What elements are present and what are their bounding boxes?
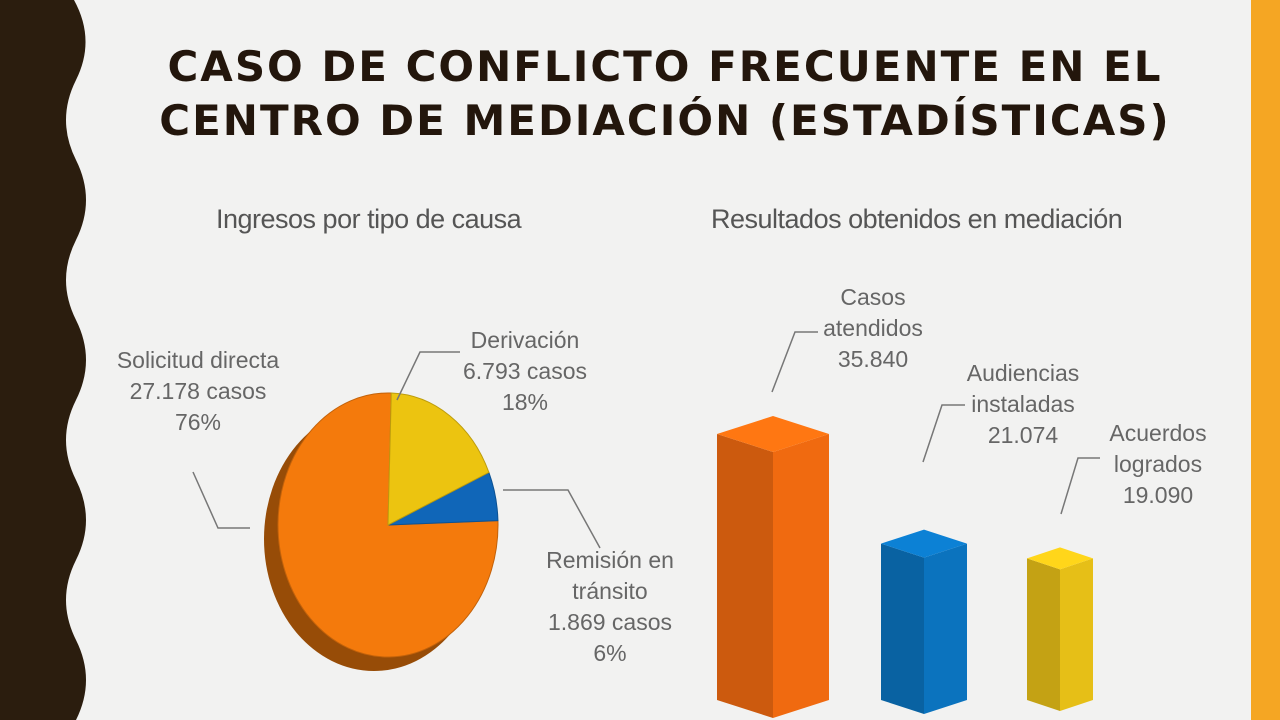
pie-label-percent: 6% (593, 640, 627, 666)
bar-top-face (1027, 547, 1093, 570)
bar-right-face (1060, 558, 1093, 711)
pie-label-solicitud: Solicitud directa 27.178 casos 76% (108, 345, 288, 438)
bar-label-category-cont: logrados (1113, 451, 1203, 477)
bar-label-casos: Casos atendidos 35.840 (798, 282, 948, 375)
pie-label-derivacion: Derivación 6.793 casos 18% (440, 325, 610, 418)
pie-slice-derivacion (387, 392, 490, 526)
bar-top-face (881, 529, 967, 558)
bar-label-value: 35.840 (837, 346, 909, 372)
bar-acuerdos-logrados (1027, 547, 1093, 711)
bar-label-category: Casos (840, 284, 906, 310)
pie-label-value: 6.793 casos (462, 358, 588, 384)
wavy-sidebar (0, 0, 86, 720)
pie-label-value: 1.869 casos (547, 609, 673, 635)
pie-label-category-cont: tránsito (572, 578, 648, 604)
bar-casos-atendidos (717, 416, 829, 718)
bar-label-category: Audiencias (966, 360, 1080, 386)
bar-chart-title: Resultados obtenidos en mediación (711, 204, 1123, 234)
bar-left-face (881, 543, 924, 714)
pie-leader-solicitud (192, 471, 250, 529)
bar-label-value: 19.090 (1122, 482, 1194, 508)
pie-leader-derivacion (396, 351, 460, 401)
bar-label-category-cont: instaladas (971, 391, 1075, 417)
pie-label-value: 27.178 casos (129, 378, 267, 404)
bar-label-value: 21.074 (987, 422, 1059, 448)
bar-label-acuerdos: Acuerdos logrados 19.090 (1083, 418, 1233, 511)
bar-leader-acuerdos (1060, 457, 1100, 515)
bar-left-face (717, 434, 773, 718)
bar-left-face (1027, 558, 1060, 711)
bar-label-audiencias: Audiencias instaladas 21.074 (948, 358, 1098, 451)
pie-chart (192, 351, 601, 671)
pie-leader-remision (503, 489, 601, 549)
pie-label-category: Solicitud directa (116, 347, 280, 373)
bar-label-category: Acuerdos (1109, 420, 1207, 446)
pie-label-percent: 76% (174, 409, 222, 435)
bar-label-category-cont: atendidos (823, 315, 923, 341)
pie-label-category: Remisión en (546, 547, 674, 573)
slide-title: Caso de conflicto frecuente en el centro… (159, 42, 1171, 145)
bar-audiencias-instaladas (881, 529, 967, 714)
bar-leader-audiencias (922, 404, 965, 463)
bar-right-face (773, 434, 829, 718)
bar-leader-casos (771, 331, 818, 393)
pie-label-category: Derivación (470, 327, 580, 353)
accent-bar (1251, 0, 1280, 720)
bar-chart (717, 331, 1100, 718)
pie-label-percent: 18% (501, 389, 549, 415)
pie-chart-title: Ingresos por tipo de causa (216, 204, 522, 234)
pie-label-remision: Remisión en tránsito 1.869 casos 6% (525, 545, 695, 669)
bar-top-face (717, 416, 829, 452)
bar-right-face (924, 543, 967, 714)
